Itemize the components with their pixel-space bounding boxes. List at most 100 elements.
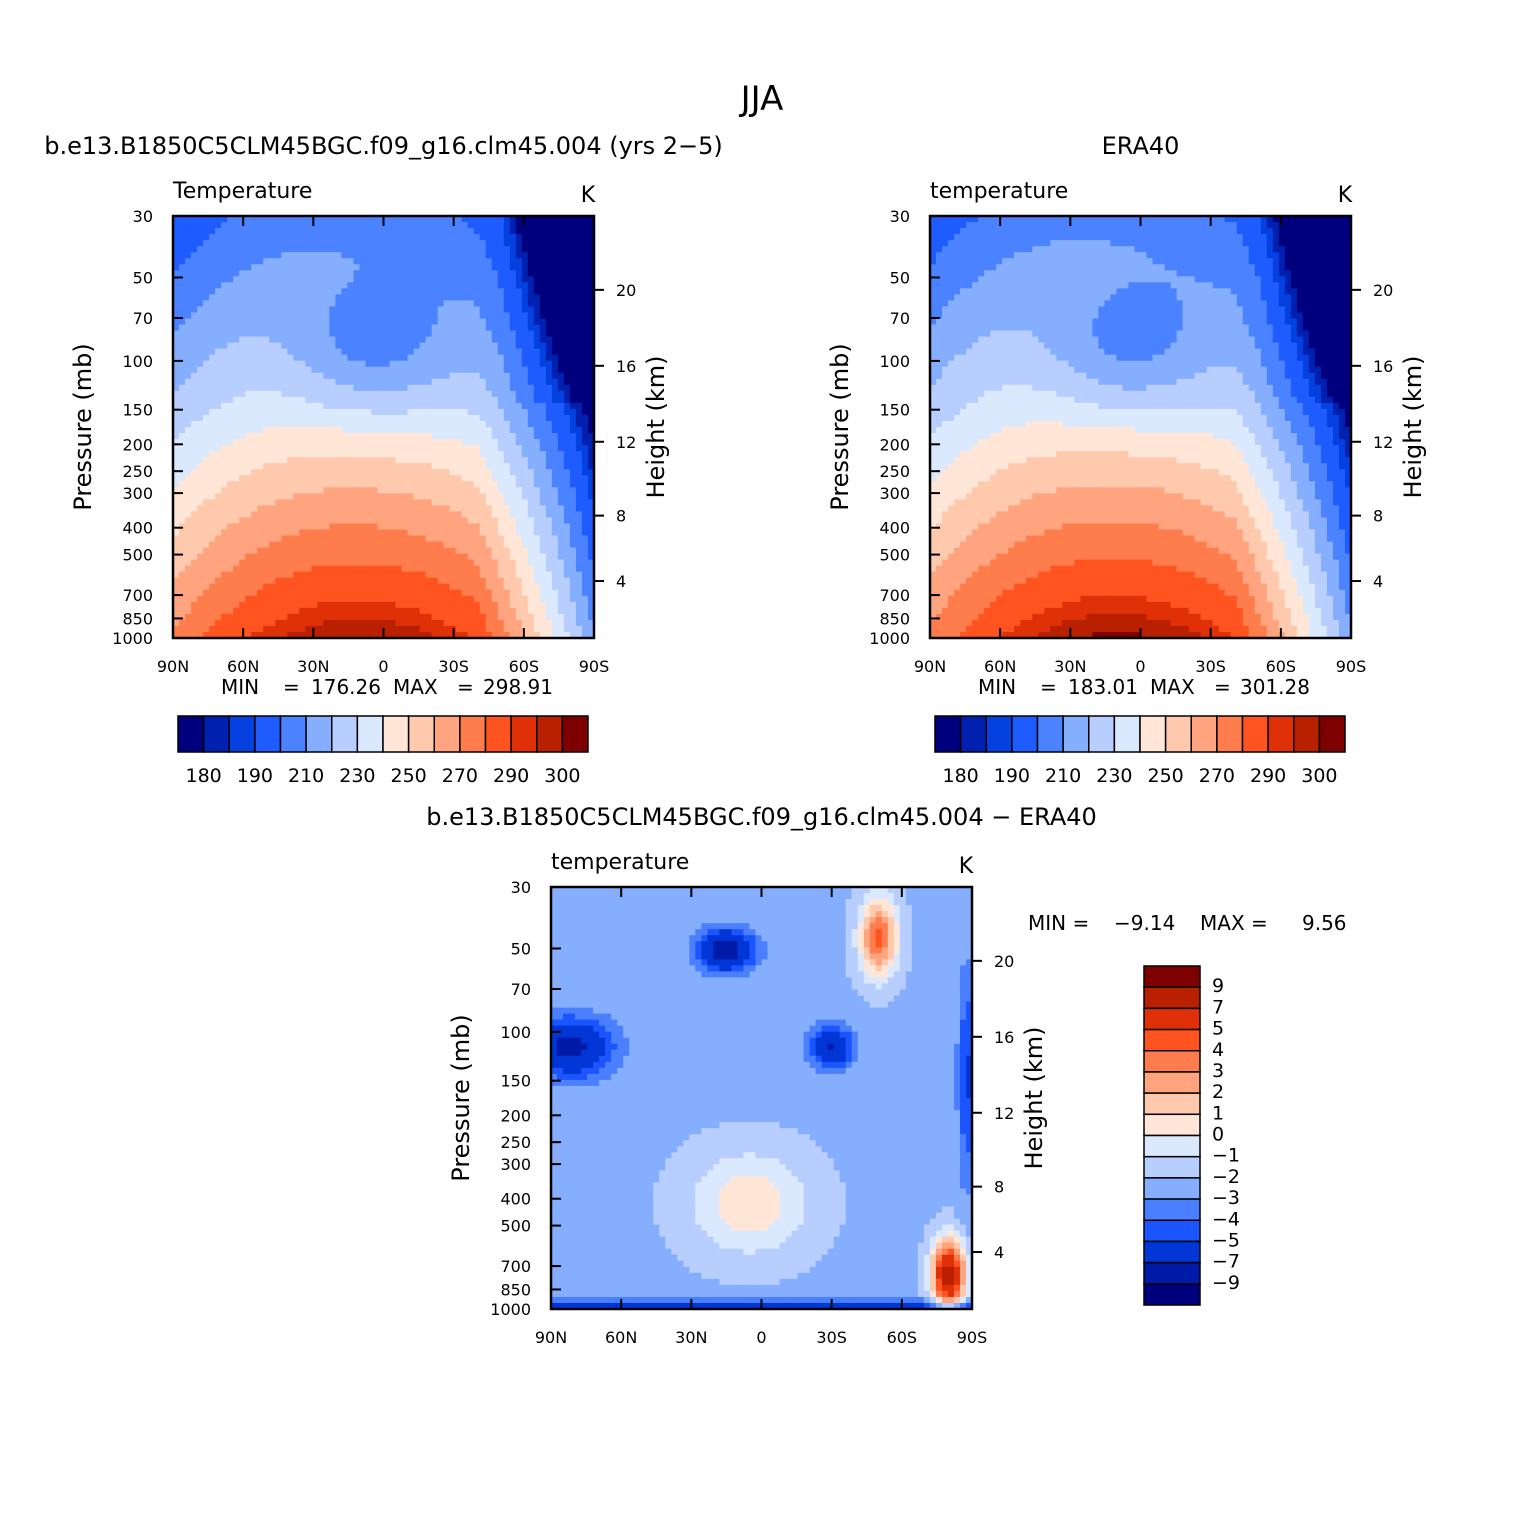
contour-cell — [443, 354, 451, 362]
contour-cell — [221, 396, 228, 404]
contour-cell — [467, 499, 475, 506]
contour-cell — [509, 246, 517, 253]
contour-cell — [545, 402, 553, 410]
contour-cell — [359, 445, 367, 452]
contour-cell — [425, 565, 433, 573]
contour-cell — [527, 330, 535, 338]
contour-cell — [491, 408, 499, 416]
contour-cell — [413, 390, 421, 398]
contour-cell — [479, 571, 487, 579]
contour-cell — [461, 523, 469, 531]
contour-cell — [515, 595, 523, 603]
contour-cell — [491, 402, 499, 410]
contour-cell — [395, 583, 403, 591]
contour-cell — [203, 511, 210, 519]
contour-cell — [419, 396, 427, 404]
contour-cell — [305, 511, 312, 519]
contour-cell — [389, 258, 397, 265]
contour-cell — [185, 433, 192, 440]
contour-cell — [203, 595, 210, 603]
contour-cell — [287, 583, 294, 591]
contour-cell — [455, 306, 463, 314]
contour-cell — [539, 589, 547, 597]
contour-cell — [431, 481, 439, 488]
contour-cell — [389, 414, 397, 422]
contour-cell — [323, 246, 330, 253]
contour-cell — [293, 445, 300, 452]
contour-cell — [575, 330, 583, 338]
contour-cell — [209, 306, 216, 314]
contour-cell — [539, 408, 547, 416]
contour-cell — [215, 384, 222, 392]
contour-cell — [383, 553, 391, 561]
contour-cell — [299, 577, 306, 585]
contour-cell — [485, 258, 493, 265]
contour-cell — [461, 294, 469, 301]
contour-cell — [455, 390, 463, 398]
contour-cell — [383, 547, 391, 555]
contour-cell — [527, 300, 535, 308]
contour-cell — [377, 523, 385, 531]
contour-cell — [179, 517, 186, 525]
contour-cell — [575, 294, 583, 301]
contour-cell — [425, 529, 433, 537]
contour-cell — [527, 240, 535, 247]
contour-cell — [401, 523, 409, 531]
contour-cell — [407, 451, 415, 458]
contour-cell — [533, 414, 541, 422]
contour-cell — [353, 312, 361, 320]
contour-cell — [203, 342, 210, 350]
contour-cell — [329, 457, 336, 464]
contour-cell — [539, 372, 547, 380]
contour-cell — [353, 234, 361, 241]
contour-cell — [467, 222, 475, 229]
contour-cell — [245, 354, 252, 362]
contour-cell — [431, 433, 439, 440]
contour-cell — [269, 408, 276, 416]
contour-cell — [383, 342, 391, 350]
contour-cell — [569, 511, 577, 519]
contour-cell — [197, 222, 204, 229]
contour-cell — [311, 427, 318, 434]
contour-cell — [491, 336, 499, 344]
contour-cell — [299, 360, 306, 368]
contour-cell — [275, 270, 282, 277]
contour-cell — [275, 396, 282, 404]
contour-cell — [197, 601, 204, 609]
contour-cell — [353, 445, 361, 452]
contour-cell — [173, 402, 180, 410]
contour-cell — [311, 420, 318, 428]
contour-cell — [269, 360, 276, 368]
contour-cell — [275, 565, 282, 573]
contour-cell — [413, 264, 421, 271]
contour-cell — [329, 288, 336, 295]
contour-cell — [179, 402, 186, 410]
contour-cell — [401, 252, 409, 259]
contour-cell — [323, 318, 330, 326]
contour-cell — [437, 439, 445, 446]
contour-cell — [353, 414, 361, 422]
contour-cell — [239, 445, 246, 452]
contour-cell — [419, 234, 427, 241]
contour-cell — [419, 547, 427, 555]
contour-cell — [299, 402, 306, 410]
contour-cell — [449, 547, 457, 555]
contour-cell — [461, 595, 469, 603]
contour-cell — [581, 330, 589, 338]
contour-cell — [263, 535, 270, 543]
contour-cell — [329, 553, 336, 561]
contour-cell — [449, 396, 457, 404]
contour-cell — [209, 427, 216, 434]
contour-cell — [281, 348, 288, 356]
contour-cell — [233, 511, 240, 519]
contour-cell — [365, 276, 373, 283]
contour-cell — [275, 559, 282, 567]
contour-cell — [335, 264, 342, 271]
contour-cell — [413, 463, 421, 470]
contour-cell — [407, 282, 415, 289]
contour-cell — [389, 583, 397, 591]
contour-cell — [407, 294, 415, 301]
contour-cell — [587, 414, 595, 422]
contour-cell — [569, 607, 577, 615]
contour-cell — [173, 499, 180, 506]
